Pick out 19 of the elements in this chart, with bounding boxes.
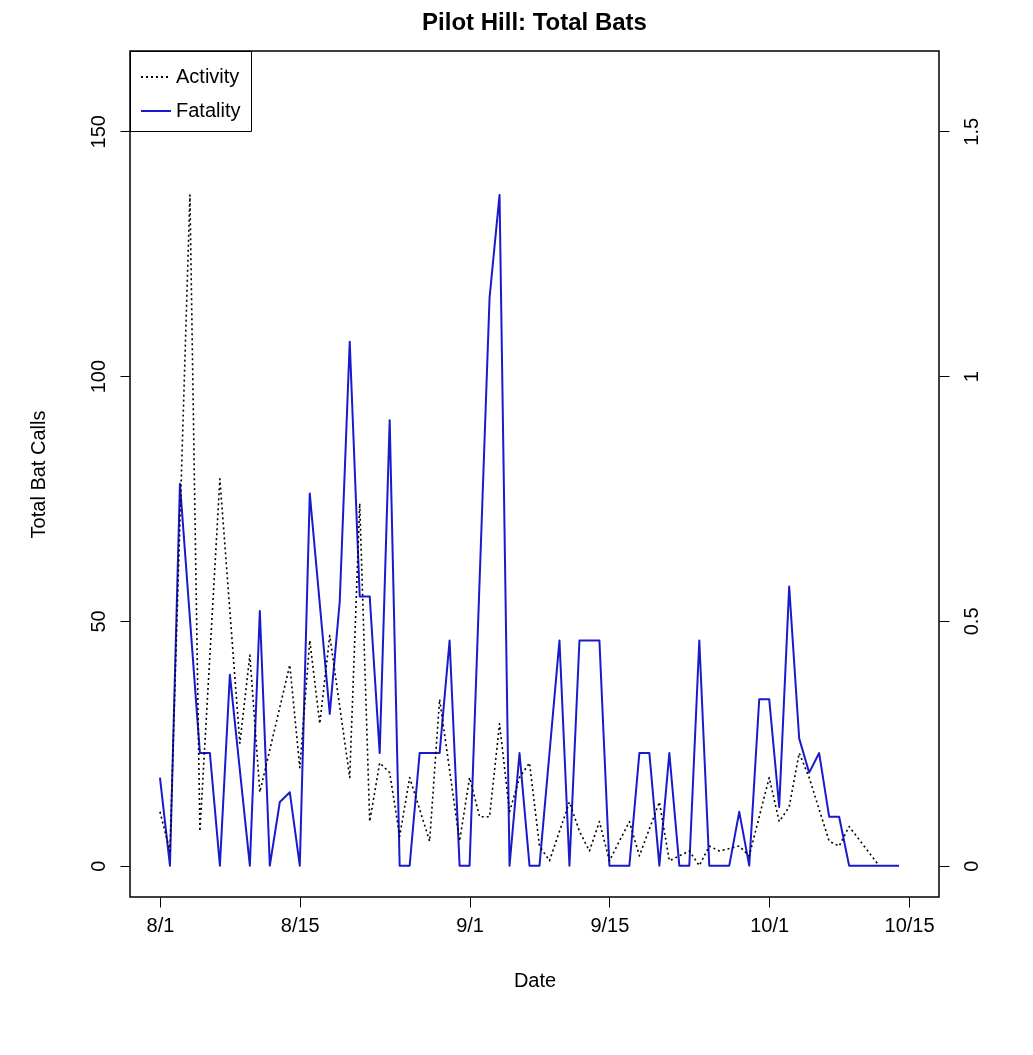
y-tick-label: 150 [86, 115, 109, 149]
x-tick-label: 8/15 [280, 913, 320, 936]
y-axis-title: Total Bat Calls [26, 410, 49, 539]
x-tick-label: 9/1 [456, 913, 484, 936]
y2-tick-label: 1.5 [959, 117, 982, 146]
x-axis-title: Date [513, 968, 557, 991]
chart-title: Pilot Hill: Total Bats [422, 7, 647, 35]
x-tick-label: 9/15 [590, 913, 630, 936]
y2-tick-label: 0 [959, 860, 982, 872]
y-tick-label: 100 [86, 359, 109, 394]
y-tick-label: 0 [86, 860, 109, 872]
legend-label: Activity [176, 65, 240, 87]
y2-tick-label: 0.5 [959, 607, 982, 636]
legend-label: Fatality [176, 99, 241, 121]
y2-tick-label: 1 [959, 371, 982, 383]
y-tick-label: 50 [86, 610, 109, 633]
x-tick-label: 10/1 [750, 913, 790, 936]
x-tick-label: 10/15 [884, 913, 935, 936]
x-tick-label: 8/1 [146, 913, 175, 936]
